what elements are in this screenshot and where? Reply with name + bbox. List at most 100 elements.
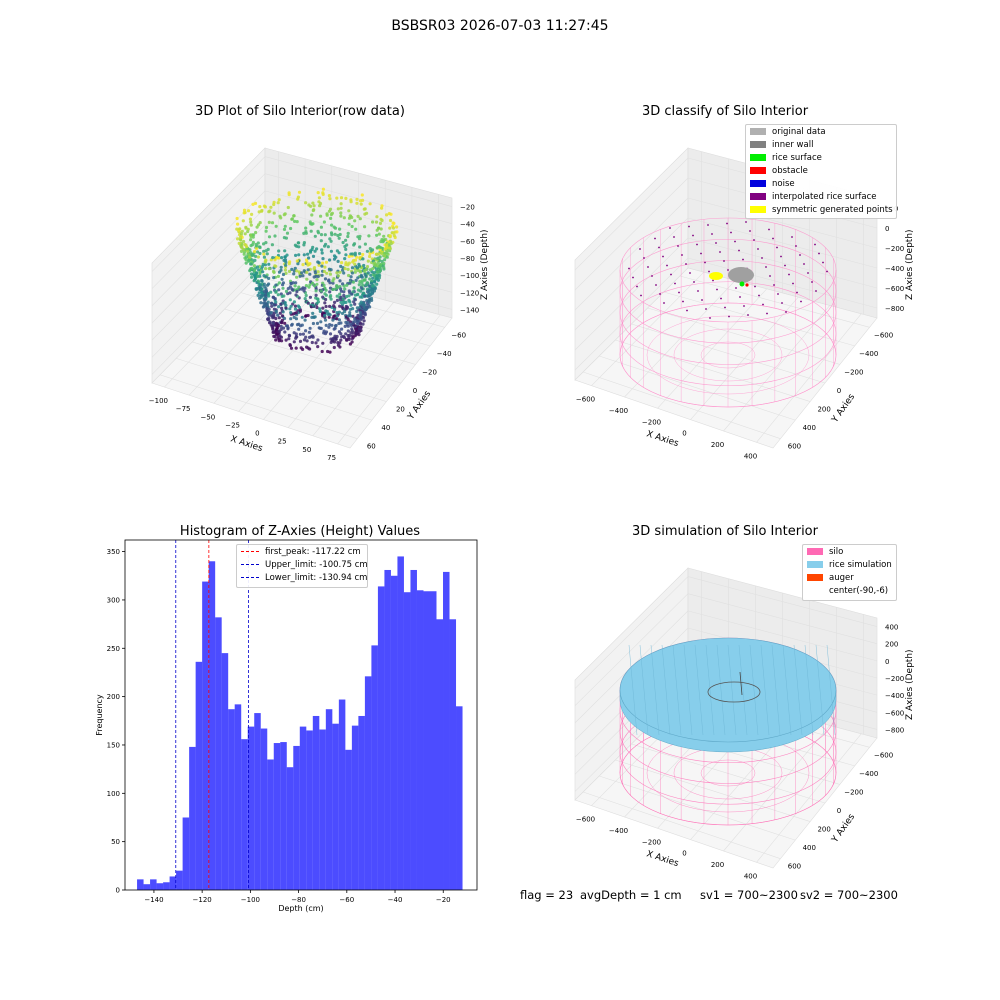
raw-point (331, 279, 335, 283)
simulation-x-tick-label: 200 (711, 861, 724, 869)
legend-swatch (750, 206, 766, 213)
simulation-z-tick-label: 200 (885, 641, 898, 649)
raw-point (347, 289, 351, 293)
raw-y-tick-label: −20 (422, 368, 437, 376)
raw-point (358, 252, 362, 256)
raw-point (346, 314, 351, 318)
raw-point (358, 245, 362, 249)
raw-point (263, 301, 267, 306)
raw-point (303, 286, 307, 290)
classify-grid-y (615, 339, 811, 402)
raw-point (361, 322, 365, 326)
raw-point (346, 320, 350, 325)
raw-y-tick-label: 40 (381, 424, 390, 432)
raw-point (327, 325, 331, 329)
status-avg-depth: avgDepth = 1 cm (580, 888, 682, 902)
raw-point (253, 201, 258, 205)
histogram-title: Histogram of Z-Axies (Height) Values (179, 524, 421, 539)
raw-x-tick-label: 25 (278, 438, 287, 446)
raw-point (336, 207, 340, 211)
raw-point (248, 248, 252, 252)
raw-point (351, 322, 355, 326)
raw-point (391, 231, 395, 235)
raw-point (285, 324, 290, 328)
raw-point (276, 293, 280, 297)
raw-point (322, 220, 326, 224)
simulation-y-axis-label: Y Axies (830, 812, 858, 845)
raw-point (274, 316, 278, 321)
raw-point (361, 198, 365, 202)
raw-point (302, 338, 307, 342)
raw-point (308, 283, 312, 287)
raw-pane-floor (151, 267, 453, 449)
simulation-z-tick-label: 400 (885, 624, 898, 632)
classify-silo-floor-ring (673, 328, 783, 382)
raw-point (340, 305, 344, 309)
raw-point (378, 221, 383, 225)
raw-point (271, 256, 275, 260)
raw-point (277, 249, 281, 253)
histogram-y-axis-label: Frequency (95, 694, 104, 736)
raw-point (285, 253, 289, 257)
raw-point (317, 326, 321, 330)
histogram-bar (312, 715, 320, 890)
raw-point (267, 210, 271, 214)
raw-point (324, 260, 328, 264)
raw-point (341, 334, 346, 338)
histogram-y-tick-label: 250 (107, 645, 120, 653)
histogram-x-tick-label: −100 (241, 896, 260, 904)
raw-point (371, 220, 375, 224)
raw-point (283, 330, 287, 334)
raw-point (319, 214, 323, 218)
rice-simulation-mesh (793, 644, 803, 736)
interpolated-point (742, 258, 744, 261)
histogram-y-tick-label: 200 (107, 693, 120, 701)
raw-point (315, 282, 319, 286)
raw-point (294, 317, 298, 321)
interpolated-point (758, 294, 760, 297)
interpolated-point (761, 257, 763, 259)
raw-point (334, 323, 338, 328)
raw-point-cloud (235, 187, 399, 354)
classify-pane-floor (574, 267, 878, 449)
raw-point (289, 281, 293, 285)
raw-point (385, 251, 389, 255)
raw-point (319, 225, 323, 229)
interpolated-point (768, 228, 770, 231)
raw-point (274, 264, 278, 268)
interpolated-point (753, 239, 755, 241)
raw-point (283, 249, 287, 253)
inner-wall-cluster (728, 267, 754, 283)
raw-point (358, 280, 362, 284)
raw-point (342, 290, 346, 294)
classify-x-tick-label: 400 (744, 452, 757, 460)
classify-y-tick-label: 400 (803, 424, 816, 432)
histogram-y-tick-label: 150 (107, 741, 120, 749)
legend-swatch (807, 548, 823, 555)
legend-swatch (807, 587, 823, 594)
interpolated-point (696, 243, 698, 246)
raw-point (328, 272, 332, 276)
raw-point (297, 241, 301, 245)
raw-point (310, 315, 314, 319)
raw-point (374, 277, 378, 281)
classify-x-tick-label: −600 (576, 396, 595, 404)
interpolated-point (700, 252, 702, 255)
raw-point (368, 268, 373, 272)
raw-point (306, 268, 310, 272)
raw-z-tick-label: −60 (460, 238, 475, 246)
raw-point (258, 245, 262, 250)
raw-point (313, 284, 317, 288)
raw-point (357, 327, 362, 331)
raw-point (361, 252, 365, 257)
raw-point (345, 338, 349, 342)
classify-x-tick-label: −200 (642, 418, 661, 426)
classify-y-tick-label: −200 (844, 368, 863, 376)
raw-point (347, 337, 351, 341)
raw-point (374, 252, 379, 256)
raw-point (335, 196, 339, 200)
interpolated-point (707, 224, 709, 226)
raw-point (279, 302, 283, 306)
raw-point (246, 227, 250, 231)
